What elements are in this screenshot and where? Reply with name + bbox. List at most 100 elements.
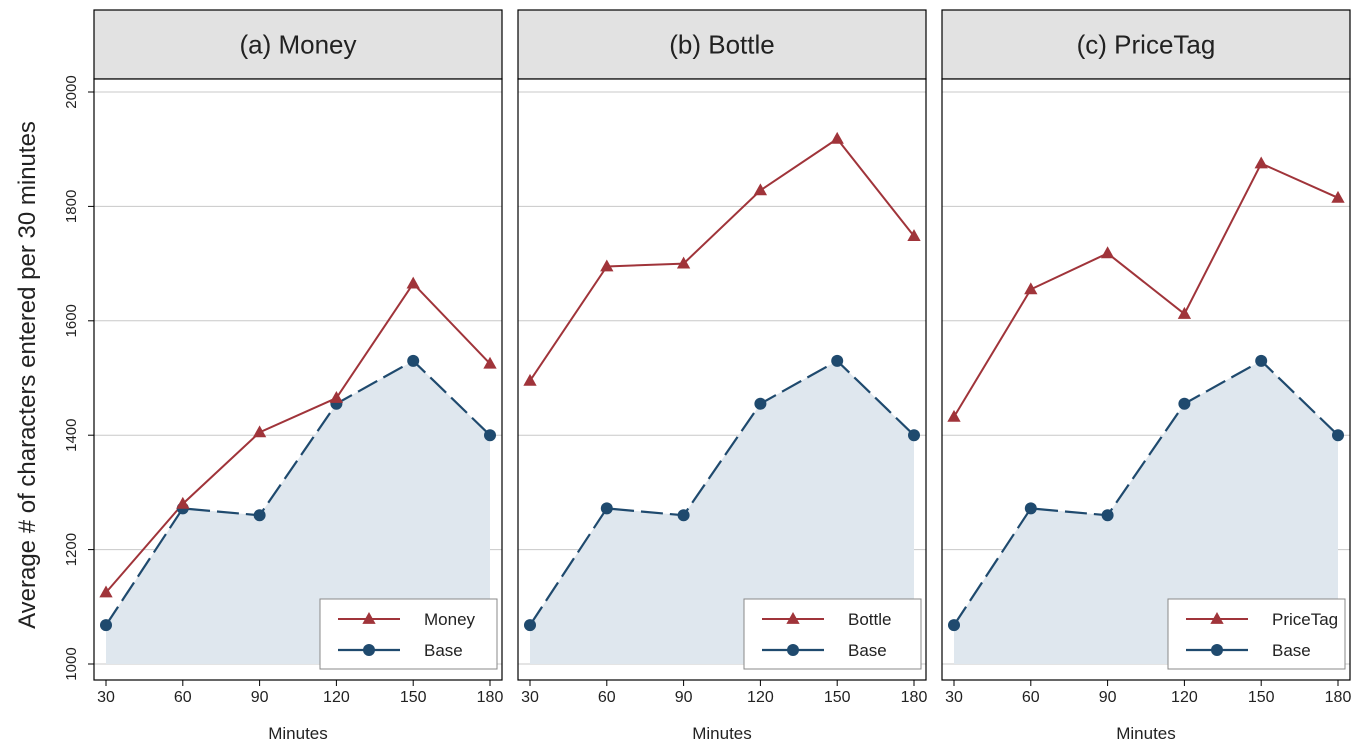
treatment-point — [329, 391, 344, 403]
treatment-point — [947, 409, 961, 422]
base-area — [954, 360, 1338, 664]
treatment-point — [1254, 156, 1268, 169]
legend-base-marker — [787, 644, 799, 656]
plot-border — [517, 78, 927, 681]
treatment-point — [830, 131, 844, 144]
x-tick-label: 90 — [675, 689, 693, 706]
treatment-point — [523, 373, 537, 386]
y-tick-label: 1000 — [63, 647, 80, 680]
legend-base-marker — [363, 644, 375, 656]
legend-box — [1167, 598, 1346, 670]
panel-header — [517, 9, 927, 80]
x-tick-label: 60 — [174, 689, 192, 706]
x-tick-label: 180 — [1325, 689, 1352, 706]
treatment-point — [252, 425, 267, 438]
legend-base-label: Base — [424, 641, 463, 660]
treatment-point — [753, 183, 768, 196]
base-point — [754, 397, 767, 410]
legend-treatment-marker — [786, 612, 800, 624]
x-tick-label: 150 — [824, 689, 851, 706]
base-point — [908, 429, 920, 442]
x-tick-label: 60 — [1022, 689, 1040, 706]
base-point — [1101, 509, 1114, 522]
x-tick-label: 150 — [1248, 689, 1275, 706]
base-point — [524, 619, 536, 632]
legend-treatment-label: PriceTag — [1272, 610, 1338, 629]
panel-title: (b) Bottle — [669, 30, 775, 60]
legend-box — [319, 598, 498, 670]
x-tick-label: 120 — [323, 689, 350, 706]
x-tick-label: 30 — [521, 689, 539, 706]
base-line — [953, 359, 1339, 626]
panel-title: (c) PriceTag — [1077, 30, 1216, 60]
legend: Bottle Base — [743, 598, 922, 670]
legend-base-label: Base — [1272, 641, 1311, 660]
panel-header — [93, 9, 503, 80]
legend-treatment-marker — [362, 612, 376, 624]
treatment-point — [1177, 306, 1192, 319]
panel-3: (c) PriceTag 30 60 90 120 150 180 Minutes PriceT… — [941, 9, 1352, 743]
base-point — [948, 619, 960, 632]
panel-header — [941, 9, 1351, 80]
base-line — [105, 359, 491, 626]
treatment-point — [907, 229, 921, 242]
legend-base-marker — [1211, 644, 1223, 656]
base-area — [530, 360, 914, 664]
x-axis-title: Minutes — [1116, 724, 1176, 743]
treatment-point — [1024, 282, 1038, 295]
base-point — [1332, 429, 1344, 442]
base-point — [1178, 397, 1191, 410]
treatment-line — [529, 137, 915, 382]
x-tick-label: 90 — [1099, 689, 1117, 706]
y-tick-label: 1400 — [63, 419, 80, 452]
base-point — [831, 354, 844, 367]
x-tick-label: 150 — [400, 689, 427, 706]
panel-title: (a) Money — [239, 30, 356, 60]
legend: PriceTag Base — [1167, 598, 1346, 670]
x-tick-label: 120 — [747, 689, 774, 706]
x-tick-label: 90 — [251, 689, 269, 706]
base-point — [677, 509, 690, 522]
panel-1: (a) Money 1000 1200 1400 1600 1800 2000 30 60 90 1… — [63, 9, 504, 743]
treatment-point — [676, 256, 691, 269]
treatment-point — [483, 356, 497, 369]
x-axis-title: Minutes — [268, 724, 328, 743]
treatment-point — [406, 276, 420, 289]
legend-treatment-label: Money — [424, 610, 476, 629]
base-point — [600, 502, 613, 515]
legend-base-label: Base — [848, 641, 887, 660]
legend: Money Base — [319, 598, 498, 670]
x-tick-label: 180 — [477, 689, 504, 706]
base-point — [484, 429, 496, 442]
base-point — [407, 354, 420, 367]
base-line — [529, 359, 915, 626]
y-tick-label: 1800 — [63, 190, 80, 223]
treatment-line — [105, 282, 491, 594]
y-tick-label: 1200 — [63, 533, 80, 566]
y-tick-label: 1600 — [63, 304, 80, 337]
plot-border — [941, 78, 1351, 681]
treatment-point — [176, 496, 190, 509]
base-point — [1024, 502, 1037, 515]
legend-treatment-label: Bottle — [848, 610, 891, 629]
base-point — [253, 509, 266, 522]
treatment-point — [1100, 246, 1115, 259]
plot-border — [93, 78, 503, 681]
x-tick-label: 120 — [1171, 689, 1198, 706]
x-axis-title: Minutes — [692, 724, 752, 743]
x-tick-label: 30 — [945, 689, 963, 706]
base-point — [1255, 354, 1268, 367]
y-tick-label: 2000 — [63, 75, 80, 108]
treatment-point — [99, 585, 113, 598]
x-tick-label: 180 — [901, 689, 928, 706]
x-tick-label: 30 — [97, 689, 115, 706]
treatment-line — [953, 162, 1339, 418]
treatment-point — [600, 259, 614, 272]
legend-box — [743, 598, 922, 670]
panel-2: (b) Bottle 30 60 90 120 150 180 Minutes Bottle Ba… — [517, 9, 928, 743]
base-area — [106, 360, 490, 664]
legend-treatment-marker — [1210, 612, 1224, 624]
treatment-point — [1331, 190, 1345, 203]
x-tick-label: 60 — [598, 689, 616, 706]
